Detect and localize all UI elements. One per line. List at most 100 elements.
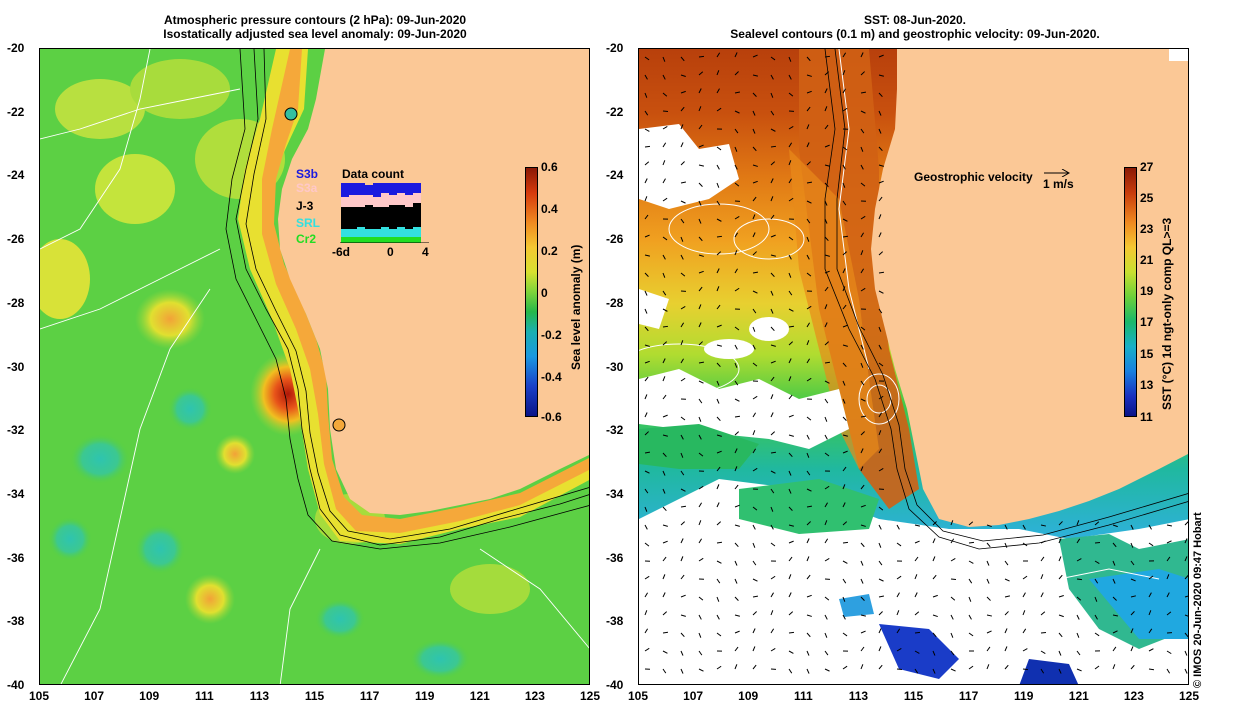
velocity-arrow [716, 164, 720, 170]
velocity-arrow [968, 596, 972, 602]
velocity-arrow [914, 556, 919, 562]
velocity-arrow [824, 106, 828, 112]
velocity-arrow [968, 541, 975, 544]
velocity-arrow [806, 574, 811, 580]
velocity-arrow [824, 485, 830, 490]
velocity-arrow [752, 110, 756, 116]
velocity-arrow [986, 646, 991, 652]
velocity-arrow [770, 161, 776, 166]
velocity-arrow [698, 304, 702, 310]
velocity-arrow [950, 578, 957, 581]
data-count-bar-segment [389, 237, 397, 243]
velocity-arrow [662, 308, 668, 312]
velocity-arrow [1076, 538, 1081, 544]
velocity-arrow [644, 110, 649, 116]
velocity-arrow [662, 74, 666, 80]
velocity-arrow [1040, 592, 1044, 598]
velocity-arrow [842, 380, 846, 386]
velocity-arrow [806, 56, 811, 62]
velocity-arrow [734, 326, 740, 331]
data-count-bar-segment [357, 207, 365, 227]
right-y-tick-7: -34 [606, 486, 624, 501]
velocity-arrow [824, 632, 828, 638]
velocity-arrow [824, 200, 828, 206]
velocity-arrow [842, 218, 848, 222]
velocity-arrow [680, 668, 684, 674]
velocity-arrow [932, 521, 937, 526]
imos-credit: © IMOS 20-Jun-2020 09:47 Hobart [1192, 512, 1204, 688]
velocity-arrow [1184, 538, 1188, 544]
velocity-arrow [806, 218, 811, 224]
velocity-arrow [1130, 542, 1134, 548]
velocity-arrow [644, 592, 649, 598]
velocity-arrow [680, 56, 685, 62]
velocity-arrow [1130, 578, 1136, 582]
velocity-arrow [842, 70, 846, 76]
sst-colorbar-tick-7: 13 [1140, 378, 1154, 392]
velocity-arrow [734, 362, 738, 368]
velocity-arrow [878, 290, 884, 294]
velocity-arrow [806, 614, 812, 617]
left-x-tick-6: 117 [359, 689, 380, 703]
velocity-arrow [752, 164, 758, 167]
velocity-arrow [770, 451, 777, 454]
velocity-arrow [806, 272, 812, 277]
velocity-arrow [986, 630, 992, 634]
sla-colorbar [525, 167, 538, 417]
velocity-arrow [1166, 574, 1170, 580]
right-x-tick-3: 111 [793, 689, 813, 703]
velocity-arrow [680, 272, 686, 277]
velocity-arrow [896, 668, 903, 671]
velocity-arrow [644, 542, 650, 547]
velocity-arrow [734, 380, 739, 386]
velocity-arrow [734, 146, 738, 152]
velocity-arrow [752, 54, 758, 58]
velocity-arrow [680, 594, 686, 598]
velocity-arrow [1094, 632, 1100, 637]
velocity-arrow [752, 74, 758, 77]
velocity-arrow [896, 542, 902, 547]
velocity-arrow [752, 232, 756, 238]
left-y-tick-9: -38 [7, 614, 25, 629]
right-y-tick-3: -26 [606, 232, 624, 247]
velocity-arrow [860, 596, 865, 601]
left-y-tick-4: -28 [7, 295, 25, 310]
velocity-arrow [806, 521, 811, 526]
velocity-arrow [824, 182, 829, 188]
velocity-arrow [878, 611, 883, 616]
velocity-arrow [788, 434, 794, 437]
velocity-arrow [662, 341, 668, 346]
velocity-arrow [1112, 630, 1118, 634]
data-count-bar-segment [381, 183, 389, 193]
velocity-arrow [734, 646, 739, 652]
velocity-arrow [824, 538, 829, 544]
velocity-arrow [1184, 614, 1188, 617]
data-count-inset: Data count S3b S3a J-3 SRL Cr2 -6d 0 4 [295, 167, 435, 267]
velocity-arrow [860, 232, 865, 238]
velocity-arrow [770, 470, 776, 474]
velocity-arrow [932, 614, 938, 618]
velocity-arrow [878, 524, 882, 530]
velocity-arrow [734, 664, 738, 670]
data-count-bar-segment [397, 237, 405, 243]
velocity-arrow [860, 380, 865, 386]
velocity-arrow [644, 394, 648, 400]
velocity-arrow [1058, 595, 1064, 598]
velocity-arrow [770, 394, 774, 400]
velocity-arrow [752, 595, 759, 598]
velocity-arrow [698, 650, 703, 656]
velocity-arrow [644, 376, 649, 382]
velocity-arrow [698, 557, 704, 562]
velocity-arrow [1058, 668, 1062, 674]
left-x-tick-3: 111 [194, 689, 214, 703]
data-count-bar-segment [341, 207, 349, 229]
velocity-arrow [662, 254, 666, 260]
velocity-arrow [860, 215, 866, 220]
velocity-arrow [662, 197, 668, 202]
velocity-arrow [824, 254, 830, 257]
velocity-arrow [860, 524, 866, 527]
velocity-arrow [752, 308, 757, 314]
velocity-arrow [734, 215, 740, 220]
velocity-arrow [1148, 524, 1152, 530]
velocity-arrow [1094, 665, 1100, 670]
